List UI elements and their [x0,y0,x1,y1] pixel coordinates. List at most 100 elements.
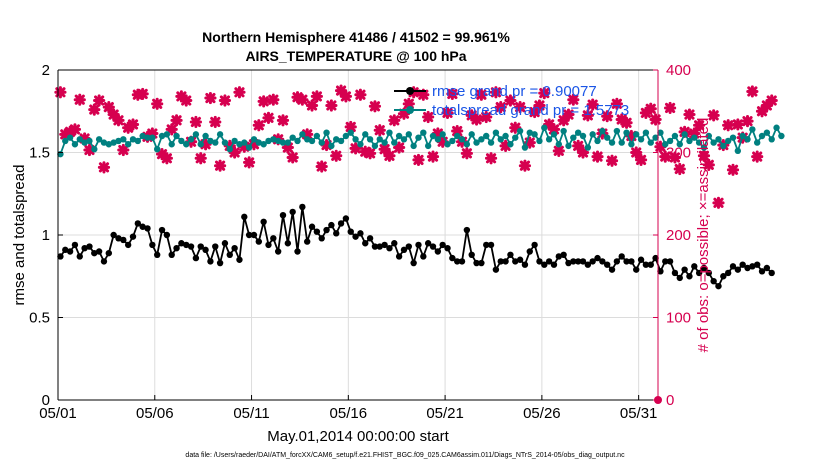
totalspread-point [207,137,214,145]
obs-count-point [78,132,91,145]
obs-count-point [204,91,217,105]
totalspread-point [439,131,446,138]
totalspread-point [376,136,383,143]
totalspread-point [250,136,258,143]
obs-count-point [228,146,241,159]
rmse-point [255,238,263,245]
y-tick-label: 1 [42,227,50,244]
obs-count-point [262,111,275,124]
rmse-point [216,259,224,267]
obs-count-point [247,138,261,151]
obs-count-point [315,160,328,173]
obs-count-point [165,123,178,136]
obs-count-point [581,109,594,122]
obs-count-point [630,146,643,159]
rmse-point [589,258,596,265]
rmse-point [115,235,122,242]
totalspread-point [337,137,345,145]
rmse-point [328,221,335,229]
totalspread-point [487,139,495,146]
obs-count-point [760,99,773,112]
obs-count-point [151,97,164,110]
totalspread-point [405,131,413,138]
obs-count-point [218,94,232,107]
rmse-point [705,269,713,277]
totalspread-point [613,127,621,135]
rmse-point [749,263,756,270]
totalspread-point [637,136,645,143]
obs-count-point [243,156,256,169]
obs-count-point [644,102,657,115]
obs-count-point [330,149,343,162]
obs-count-point [126,118,140,131]
rmse-point [226,251,233,258]
obs-count-point [305,99,319,112]
totalspread-point [381,139,388,146]
rmse-point [192,254,200,262]
totalspread-point [449,137,456,145]
totalspread-point [144,134,151,141]
obs-count-point [572,139,585,152]
totalspread-point [483,132,490,140]
totalspread-point [153,146,161,153]
obs-count-point [180,94,193,107]
obs-count-point [359,145,372,158]
obs-count-point [160,152,173,165]
rmse-point [323,226,330,234]
totalspread-point [647,139,654,146]
rmse-point [284,240,292,247]
y-tick-label: 2 [42,62,50,79]
obs-count-point [233,86,246,99]
totalspread-point [753,139,761,146]
totalspread-point [579,132,587,140]
rmse-point [768,269,775,277]
obs-count-point [344,120,357,134]
totalspread-point [657,129,664,136]
totalspread-point [739,132,746,140]
rmse-point [434,248,442,255]
rmse-point [449,254,456,262]
obs-count-point [436,135,449,148]
rmse-point [550,261,558,268]
totalspread-point [584,144,592,151]
totalspread-point [560,127,567,135]
totalspread-point [458,136,466,143]
totalspread-point [91,146,98,153]
totalspread-point [700,144,708,151]
obs-count-point [504,94,517,107]
totalspread-point [294,137,301,145]
x-tick-label: 05/31 [620,405,658,422]
rmse-point [753,261,761,268]
rmse-point [260,218,267,225]
rmse-point [681,266,688,273]
totalspread-point [366,136,374,143]
obs-count-point [189,115,203,129]
totalspread-point [255,139,263,146]
rmse-point [565,259,572,267]
obs-count-point [712,196,725,209]
obs-count-point [199,138,212,151]
totalspread-point [313,132,321,140]
rmse-point [657,268,664,275]
totalspread-point [95,136,103,143]
rmse-point [129,233,137,240]
x-tick-label: 05/01 [39,405,77,422]
rmse-point [366,235,374,242]
obs-count-point [325,99,338,112]
rmse-point [57,253,64,260]
totalspread-point [415,134,422,141]
totalspread-point [662,141,669,148]
data-file-footnote: data file: /Users/raeder/DAI/ATM_forcXX/… [185,452,625,459]
obs-count-point [726,163,740,176]
rmse-point [173,245,180,252]
rmse-point [352,233,359,240]
obs-count-point [451,124,464,138]
rmse-point [110,231,117,239]
right-y-tick-label: 300 [666,145,691,162]
rmse-point [391,240,398,247]
totalspread-point [231,137,238,145]
rmse-point [381,241,388,249]
rmse-point [371,243,379,250]
obs-count-point [397,107,411,120]
